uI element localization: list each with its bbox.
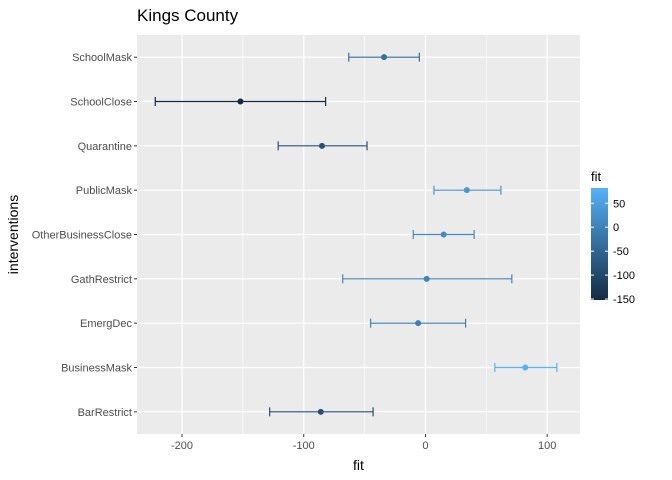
y-tick-label: OtherBusinessClose [32,230,132,242]
point-GathRestrict [423,275,430,282]
chart-title: Kings County [137,6,239,25]
legend-tick-label: 0 [613,222,619,234]
point-BusinessMask [522,364,529,371]
y-tick-label: SchoolClose [70,97,132,109]
errorbar-BusinessMask [494,363,558,372]
y-tick-label: PublicMask [76,185,133,197]
errorbar-SchoolClose [154,97,327,106]
legend-title: fit [591,169,602,184]
errorbar-SchoolMask [348,52,420,62]
point-BarRestrict [317,408,324,415]
x-tick-label: 0 [422,440,428,452]
point-SchoolMask [381,54,388,61]
errorbar-PublicMask [433,185,502,195]
point-OtherBusinessClose [440,231,447,238]
legend: fit 50 0 -50 -100 -150 [591,169,635,306]
y-tick-label: Quarantine [78,141,132,153]
x-axis: -200 -100 0 100 [171,434,556,452]
x-tick-label: 100 [538,440,556,452]
y-tick-label: BusinessMask [61,363,132,375]
legend-tick-label: -150 [613,294,635,306]
y-tick-label: SchoolMask [72,52,132,64]
x-tick-label: -200 [171,440,193,452]
y-tick-label: GathRestrict [71,274,132,286]
y-tick-label: BarRestrict [78,407,132,419]
legend-ticks: 50 0 -50 -100 -150 [591,198,635,306]
legend-tick-label: 50 [613,198,625,210]
errorbar-Quarantine [277,141,368,151]
y-axis: SchoolMask SchoolClose Quarantine PublicMas… [32,52,137,419]
point-Quarantine [318,142,325,149]
y-axis-title: interventions [5,195,21,274]
legend-colorbar [591,188,608,300]
point-EmergDec [415,320,422,327]
x-tick-label: -100 [293,440,315,452]
point-SchoolClose [237,98,244,105]
point-PublicMask [463,187,470,194]
errorbar-BarRestrict [269,407,374,417]
y-tick-label: EmergDec [80,318,132,330]
x-axis-title: fit [353,457,364,473]
legend-tick-label: -50 [613,246,629,258]
errorbar-EmergDec [370,318,467,328]
data-marks [154,52,558,417]
legend-tick-label: -100 [613,270,635,282]
errorbar-OtherBusinessClose [412,230,475,239]
errorbar-GathRestrict [342,274,513,284]
